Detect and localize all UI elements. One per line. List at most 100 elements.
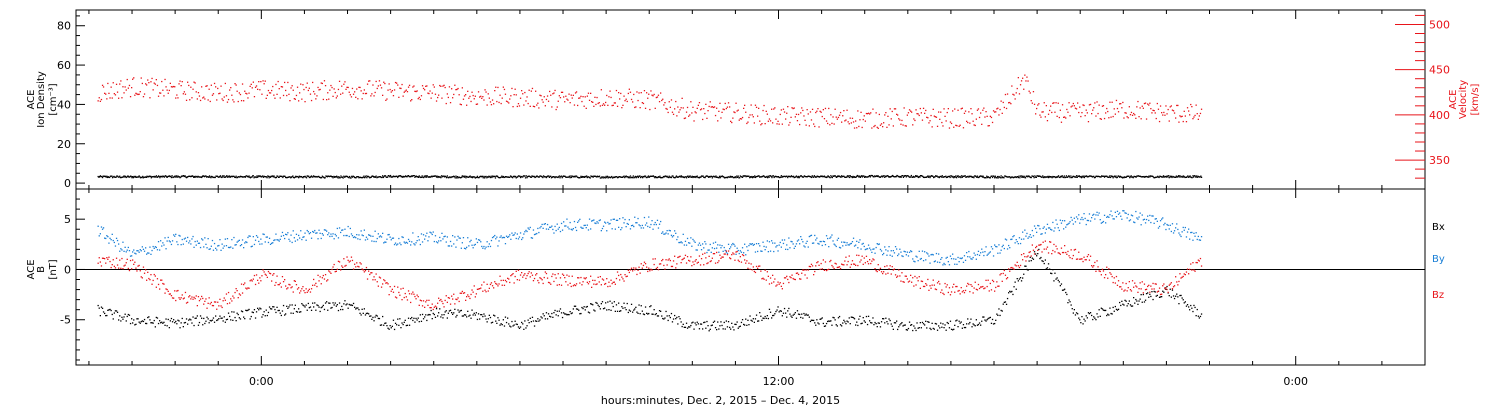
bx-series-point — [823, 323, 824, 324]
by-series-point — [102, 229, 103, 230]
by-series-point — [739, 253, 740, 254]
bx-series-point — [759, 312, 760, 313]
velocity-series-point — [992, 122, 993, 123]
velocity-series-point — [1162, 114, 1163, 115]
velocity-series-point — [147, 79, 148, 80]
velocity-series-point — [671, 99, 672, 100]
bx-series-point — [962, 328, 963, 329]
density-series-point — [669, 176, 670, 177]
by-series-point — [117, 240, 118, 241]
by-series-point — [274, 239, 275, 240]
density-series-point — [1187, 175, 1188, 176]
velocity-series-point — [176, 94, 177, 95]
density-series-point — [830, 175, 831, 176]
velocity-series-point — [571, 95, 572, 96]
density-series-point — [282, 177, 283, 178]
by-series-point — [837, 240, 838, 241]
velocity-series-point — [308, 90, 309, 91]
bx-series-point — [702, 328, 703, 329]
by-series-point — [109, 238, 110, 239]
by-series-point — [983, 255, 984, 256]
by-series-point — [216, 249, 217, 250]
bx-series-point — [446, 310, 447, 311]
velocity-series-point — [1035, 113, 1036, 114]
by-series-point — [619, 218, 620, 219]
bx-series-point — [810, 321, 811, 322]
by-series-point — [1031, 237, 1032, 238]
by-series-point — [242, 239, 243, 240]
bx-series-point — [936, 323, 937, 324]
by-series-point — [409, 241, 410, 242]
by-series-point — [1090, 220, 1091, 221]
bx-series-point — [959, 321, 960, 322]
velocity-series-point — [981, 124, 982, 125]
velocity-series-point — [450, 102, 451, 103]
bx-series-point — [411, 317, 412, 318]
by-series-point — [859, 239, 860, 240]
density-series-point — [952, 176, 953, 177]
velocity-series-point — [272, 86, 273, 87]
by-series-point — [710, 244, 711, 245]
velocity-series-point — [260, 81, 261, 82]
by-series-point — [633, 226, 634, 227]
bx-series-point — [907, 329, 908, 330]
bx-series-point — [536, 321, 537, 322]
velocity-series-point — [746, 123, 747, 124]
density-series-point — [109, 177, 110, 178]
by-series-point — [748, 245, 749, 246]
by-series-point — [924, 251, 925, 252]
density-series-point — [1113, 177, 1114, 178]
bx-series-point — [293, 313, 294, 314]
by-series-point — [711, 252, 712, 253]
density-series-point — [832, 177, 833, 178]
bz-series-point — [204, 301, 205, 302]
bz-series-point — [275, 282, 276, 283]
by-series-point — [208, 238, 209, 239]
bx-series-point — [264, 311, 265, 312]
by-series-point — [929, 263, 930, 264]
by-series-point — [1068, 223, 1069, 224]
bz-series-point — [244, 282, 245, 283]
bx-series-point — [932, 323, 933, 324]
density-series-point — [159, 177, 160, 178]
velocity-series-point — [826, 120, 827, 121]
velocity-series-point — [398, 97, 399, 98]
bx-series-point — [771, 317, 772, 318]
by-series-point — [510, 239, 511, 240]
velocity-series-point — [616, 90, 617, 91]
bx-series-point — [251, 316, 252, 317]
velocity-series-point — [701, 108, 702, 109]
by-series-point — [788, 237, 789, 238]
density-series-point — [720, 177, 721, 178]
velocity-series-point — [1078, 112, 1079, 113]
by-series-point — [705, 243, 706, 244]
velocity-series-point — [584, 106, 585, 107]
bx-series-point — [1201, 313, 1202, 314]
bx-series-point — [943, 327, 944, 328]
bx-series-point — [125, 314, 126, 315]
density-series-point — [256, 175, 257, 176]
velocity-series-point — [160, 93, 161, 94]
velocity-series-point — [1022, 78, 1023, 79]
velocity-series-point — [676, 115, 677, 116]
velocity-series-point — [717, 120, 718, 121]
velocity-series-point — [912, 124, 913, 125]
bx-series-point — [258, 309, 259, 310]
velocity-series-point — [645, 108, 646, 109]
bottom-y-tick-label: 5 — [64, 213, 71, 226]
velocity-series-point — [880, 125, 881, 126]
velocity-series-point — [167, 90, 168, 91]
velocity-series-point — [122, 86, 123, 87]
density-series-point — [977, 176, 978, 177]
bx-series-point — [1086, 315, 1087, 316]
by-series-point — [538, 232, 539, 233]
velocity-series-point — [208, 99, 209, 100]
by-series-point — [546, 228, 547, 229]
by-series-point — [359, 239, 360, 240]
bx-series-point — [531, 321, 532, 322]
velocity-series-point — [1116, 100, 1117, 101]
bx-series-point — [224, 316, 225, 317]
velocity-series-point — [662, 99, 663, 100]
velocity-series-point — [589, 100, 590, 101]
bx-series-point — [606, 309, 607, 310]
